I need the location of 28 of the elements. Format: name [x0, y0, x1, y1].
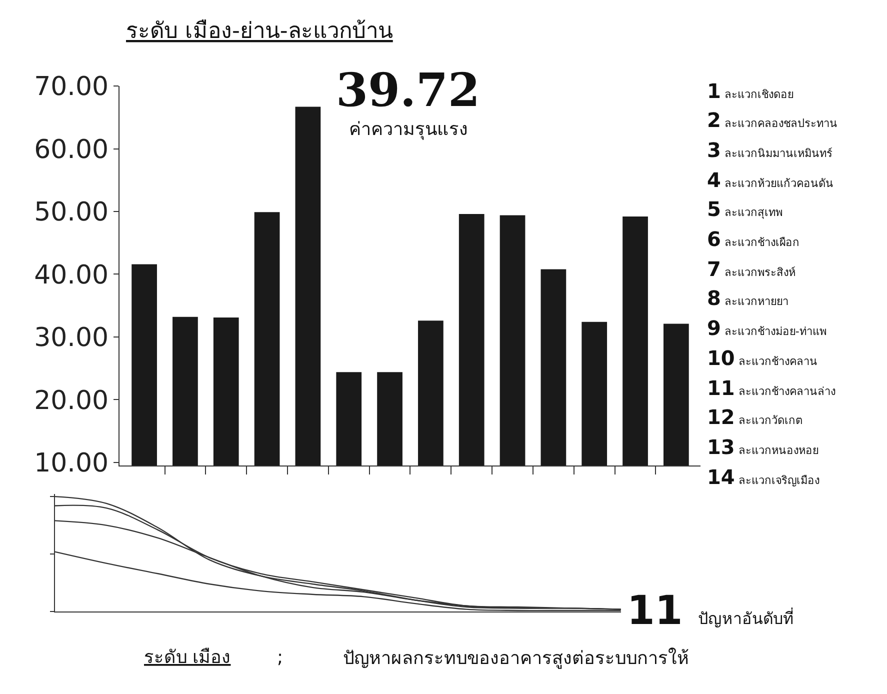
- text: 10 ละแวกช้างคลาน: [707, 346, 818, 370]
- y-tick-label: 20.00: [34, 386, 109, 416]
- text: 4 ละแวกห้วยแก้วคอนดัน: [707, 168, 834, 192]
- text: 14 ละแวกเจริญเมือง: [707, 465, 820, 489]
- annotation: 39.72: [336, 63, 480, 117]
- y-tick-label: 40.00: [34, 260, 109, 290]
- text: 12 ละแวกวัดเกต: [707, 405, 802, 429]
- y-tick-label: 70.00: [34, 72, 109, 102]
- chart-title: ระดับ เมือง-ย่าน-ละแวกบ้าน: [126, 19, 393, 44]
- text: ระดับ เมือง: [144, 647, 231, 668]
- y-tick-label: 60.00: [34, 134, 109, 165]
- text: 3 ละแวกนิมมานเหมินทร์: [707, 138, 832, 162]
- text: 9 ละแวกช้างม่อย-ท่าแพ: [707, 316, 826, 340]
- text: 11 ละแวกช้างคลานล่าง: [707, 376, 836, 400]
- text: 11 ปัญหาอันดับที่: [627, 588, 794, 634]
- text: ปัญหาผลกระทบของอาคารสูงต่อระบบการให้: [343, 647, 689, 669]
- text: ;: [277, 647, 284, 668]
- y-tick-label: 10.00: [34, 448, 109, 479]
- text: 13 ละแวกหนองหอย: [707, 435, 818, 459]
- text: 7 ละแวกพระสิงห์: [707, 257, 796, 281]
- text: 1 ละแวกเชิงดอย: [707, 79, 794, 103]
- text: 6 ละแวกช้างเผือก: [707, 227, 800, 251]
- annotation: ค่าความรุนแรง: [349, 119, 468, 140]
- text: 8 ละแวกหายยา: [707, 286, 788, 310]
- y-tick-label: 30.00: [34, 323, 109, 354]
- y-tick-label: 50.00: [34, 198, 109, 228]
- text: 2 ละแวกคลองชลประทาน: [707, 108, 838, 132]
- text: 5 ละแวกสุเทพ: [707, 197, 782, 221]
